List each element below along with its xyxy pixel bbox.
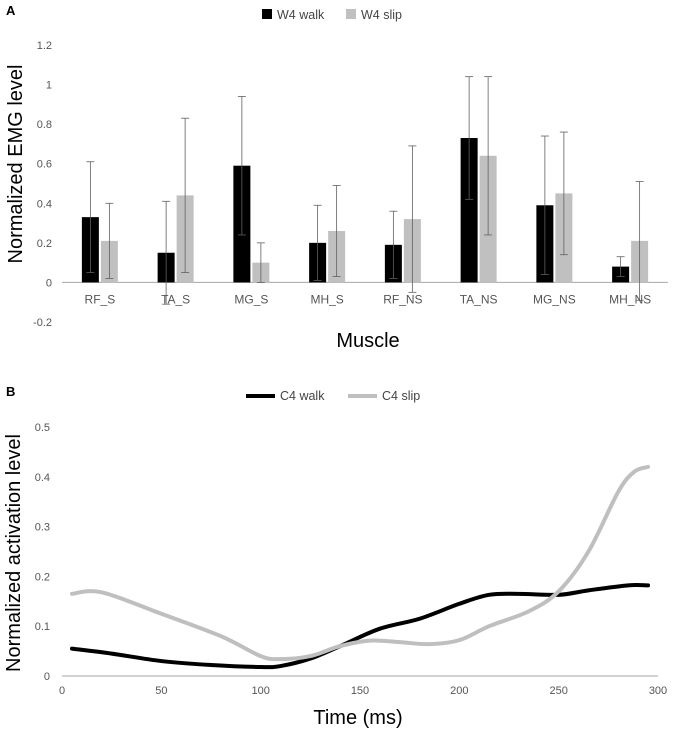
- panel-b-x-tick-label: 200: [450, 685, 468, 697]
- category-label-mg-ns: MG_NS: [533, 292, 576, 306]
- panel-b-plot: 0 0.1 0.2 0.3 0.4 0.5 0 50 100 150 200 250 300: [35, 422, 667, 697]
- category-label-rf-ns: RF_NS: [383, 292, 422, 306]
- panel-b-y-axis-title: Normalized activation level: [3, 434, 25, 672]
- panel-a-x-axis-title: Muscle: [336, 330, 399, 352]
- panel-b-x-axis-title: Time (ms): [313, 707, 402, 729]
- panel-b-y-tick-label: 0.4: [35, 472, 50, 484]
- category-label-ta-ns: TA_NS: [460, 292, 498, 306]
- panel-a-y-tick-label: -0.2: [33, 317, 52, 329]
- panel-a-y-tick-label: 0: [46, 277, 52, 289]
- category-label-mh-s: MH_S: [310, 292, 343, 306]
- panel-b-y-tick-label: 0.1: [35, 621, 50, 633]
- series-line-c4-walk: [69, 582, 651, 670]
- panel-a-y-tick-label: 0.2: [37, 238, 52, 250]
- legend-swatch-w4-walk: [262, 9, 272, 19]
- legend-swatch-w4-slip: [346, 9, 356, 19]
- panel-a-y-tick-label: 0.6: [37, 159, 52, 171]
- category-label-mg-s: MG_S: [234, 292, 268, 306]
- category-label-mh-ns: MH_NS: [609, 292, 651, 306]
- panel-a-y-tick-label: 1.2: [37, 40, 52, 52]
- panel-a-y-axis-title: Normalized EMG level: [5, 65, 27, 264]
- legend-label-c4-slip: C4 slip: [382, 389, 420, 403]
- legend-label-w4-slip: W4 slip: [361, 8, 402, 22]
- panel-a-y-tick-label: 1: [46, 80, 52, 92]
- panel-a-plot: -0.2 0 0.2 0.4 0.6 0.8 1 1.2 RF_S TA_S MG_S MH_S RF_…: [33, 40, 668, 329]
- category-label-ta-s: TA_S: [161, 292, 190, 306]
- panel-b-x-tick-label: 50: [155, 685, 167, 697]
- panel-a-y-tick-label: 0.8: [37, 119, 52, 131]
- panel-b-legend: C4 walk C4 slip: [246, 389, 420, 403]
- series-line-c4-slip: [69, 464, 651, 662]
- bar-w4-walk-ta-ns: [460, 137, 478, 283]
- panel-b-label: B: [6, 384, 15, 399]
- panel-b-y-tick-label: 0.2: [35, 571, 50, 583]
- panel-a-legend: W4 walk W4 slip: [262, 8, 402, 22]
- panel-b-y-tick-label: 0.5: [35, 422, 50, 434]
- legend-label-w4-walk: W4 walk: [277, 8, 325, 22]
- legend-label-c4-walk: C4 walk: [280, 389, 325, 403]
- panel-a-y-tick-label: 0.4: [37, 198, 52, 210]
- panel-b-x-tick-label: 0: [59, 685, 65, 697]
- category-label-rf-s: RF_S: [85, 292, 116, 306]
- panel-b-x-tick-label: 100: [251, 685, 269, 697]
- panel-b-y-tick-label: 0: [44, 671, 50, 683]
- panel-b-x-tick-label: 300: [649, 685, 667, 697]
- panel-b-y-tick-label: 0.3: [35, 522, 50, 534]
- panel-b-x-tick-label: 250: [549, 685, 567, 697]
- panel-a-label: A: [6, 3, 16, 18]
- panel-b-x-tick-label: 150: [351, 685, 369, 697]
